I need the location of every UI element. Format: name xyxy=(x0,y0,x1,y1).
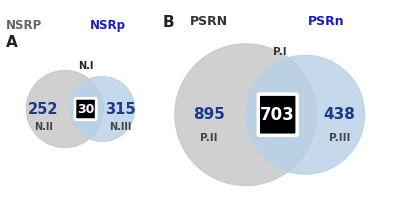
Circle shape xyxy=(246,55,364,174)
Text: 438: 438 xyxy=(324,107,355,122)
Text: PSRn: PSRn xyxy=(308,15,344,27)
FancyBboxPatch shape xyxy=(258,94,297,135)
Text: N.III: N.III xyxy=(109,122,132,132)
Text: 895: 895 xyxy=(193,107,225,122)
Text: 315: 315 xyxy=(105,102,136,116)
Text: B: B xyxy=(162,15,174,30)
Text: NSRP: NSRP xyxy=(6,19,42,32)
Text: NSRp: NSRp xyxy=(90,19,126,32)
Text: N.I: N.I xyxy=(78,61,93,72)
Text: P.III: P.III xyxy=(329,133,350,143)
Text: 30: 30 xyxy=(77,102,94,116)
Text: P.I: P.I xyxy=(273,47,287,57)
Circle shape xyxy=(70,77,135,141)
Text: P.II: P.II xyxy=(200,133,218,143)
Circle shape xyxy=(175,44,316,186)
Circle shape xyxy=(26,70,103,148)
Text: 703: 703 xyxy=(260,106,295,124)
Text: PSRN: PSRN xyxy=(190,15,228,27)
Text: 252: 252 xyxy=(28,102,59,116)
Text: A: A xyxy=(6,35,18,50)
FancyBboxPatch shape xyxy=(75,98,96,120)
Text: N.II: N.II xyxy=(34,122,53,132)
